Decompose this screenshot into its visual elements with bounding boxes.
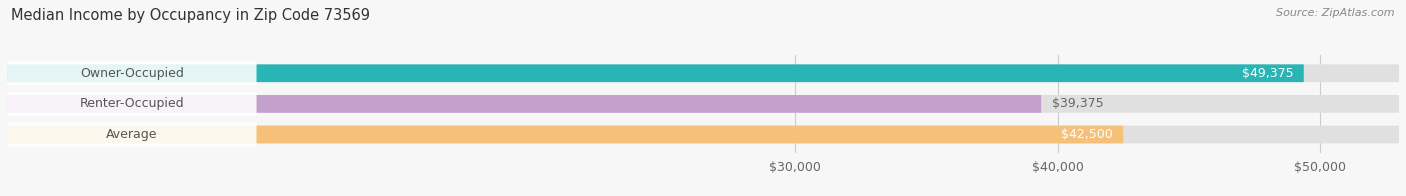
Text: $42,500: $42,500 [1062, 128, 1112, 141]
FancyBboxPatch shape [7, 95, 1040, 113]
Text: Owner-Occupied: Owner-Occupied [80, 67, 184, 80]
FancyBboxPatch shape [7, 64, 1399, 82]
FancyBboxPatch shape [7, 126, 1123, 143]
FancyBboxPatch shape [7, 95, 1399, 113]
FancyBboxPatch shape [7, 122, 256, 147]
Text: Source: ZipAtlas.com: Source: ZipAtlas.com [1277, 8, 1395, 18]
Text: $39,375: $39,375 [1052, 97, 1104, 110]
FancyBboxPatch shape [7, 92, 256, 116]
FancyBboxPatch shape [7, 64, 1303, 82]
Text: Median Income by Occupancy in Zip Code 73569: Median Income by Occupancy in Zip Code 7… [11, 8, 370, 23]
FancyBboxPatch shape [7, 126, 1399, 143]
Text: $49,375: $49,375 [1241, 67, 1294, 80]
Text: Renter-Occupied: Renter-Occupied [80, 97, 184, 110]
Text: Average: Average [105, 128, 157, 141]
FancyBboxPatch shape [7, 61, 256, 85]
